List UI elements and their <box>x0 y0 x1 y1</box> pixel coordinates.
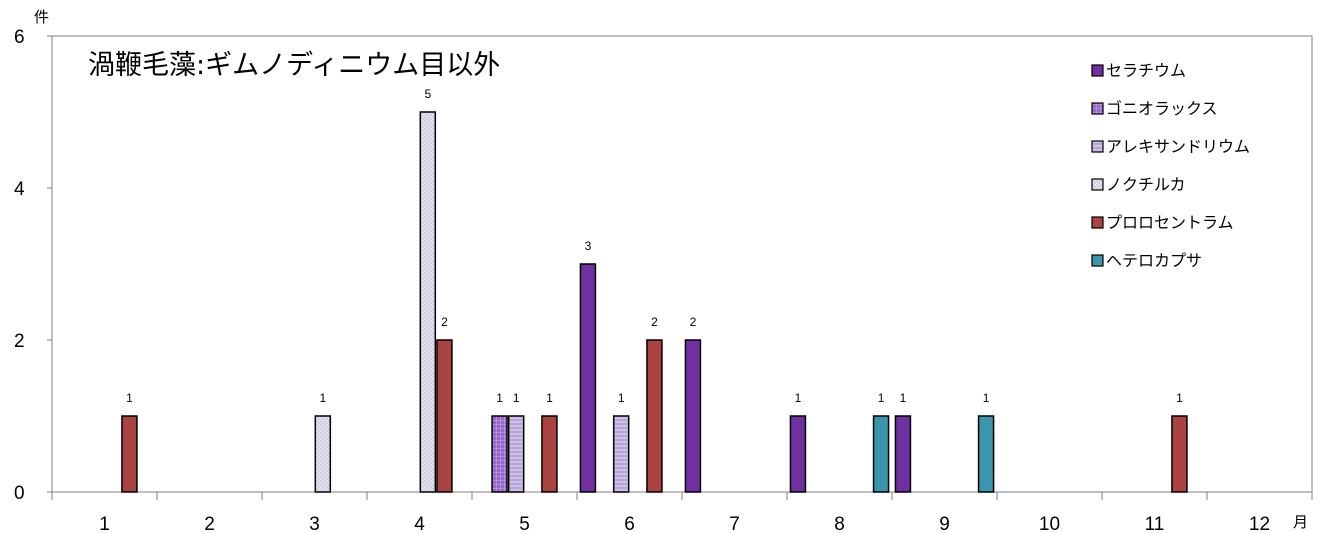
chart-title: 渦鞭毛藻:ギムノディニウム目以外 <box>88 50 500 81</box>
y-axis-unit: 件 <box>34 8 49 26</box>
data-label: 1 <box>546 391 553 405</box>
legend-swatch <box>1091 140 1104 153</box>
bar <box>491 415 508 493</box>
legend-label: セラチウム <box>1106 61 1186 80</box>
legend-swatch <box>1091 64 1104 77</box>
y-axis: 0 2 4 6 <box>14 27 52 504</box>
legend-swatch <box>1091 216 1104 229</box>
data-label: 1 <box>795 391 802 405</box>
y-tick-label: 6 <box>14 27 25 48</box>
x-tick-label: 1 <box>99 514 110 533</box>
x-tick-label: 2 <box>204 514 215 533</box>
x-tick-label: 10 <box>1039 514 1060 533</box>
bar <box>894 415 912 493</box>
x-tick-label: 7 <box>729 514 740 533</box>
x-tick-label: 9 <box>939 514 950 533</box>
legend-swatch <box>1091 178 1104 191</box>
y-tick-label: 2 <box>14 331 25 352</box>
y-tick-label: 4 <box>14 179 25 200</box>
data-label: 1 <box>496 391 503 405</box>
bar <box>872 415 890 493</box>
data-label: 1 <box>983 391 990 405</box>
data-label: 1 <box>618 391 625 405</box>
x-tick-label: 3 <box>309 514 320 533</box>
bar <box>314 415 332 493</box>
bar <box>436 339 453 493</box>
legend-swatch <box>1091 102 1104 115</box>
data-label: 2 <box>441 315 448 329</box>
x-axis-unit: 月 <box>1293 513 1308 531</box>
data-label: 1 <box>126 391 133 405</box>
data-label: 5 <box>424 87 431 101</box>
data-label: 1 <box>513 391 520 405</box>
bar <box>507 415 525 493</box>
legend-label: ヘテロカプサ <box>1106 251 1202 270</box>
x-tick-label: 5 <box>519 514 530 533</box>
legend-label: プロロセントラム <box>1106 213 1234 232</box>
legend-swatch <box>1091 254 1104 267</box>
bar <box>541 415 558 493</box>
legend-label: ノクチルカ <box>1106 175 1186 194</box>
legend-label: アレキサンドリウム <box>1106 137 1250 156</box>
data-label: 1 <box>900 391 907 405</box>
data-label: 1 <box>1176 391 1183 405</box>
legend-label: ゴニオラックス <box>1106 99 1218 118</box>
bars <box>121 111 1188 493</box>
bar <box>419 111 437 493</box>
x-tick-label: 6 <box>624 514 635 533</box>
data-label: 3 <box>585 239 592 253</box>
data-label: 2 <box>651 315 658 329</box>
x-axis: 1 2 3 4 5 6 7 8 9 10 11 12 <box>51 492 1313 533</box>
x-tick-label: 12 <box>1249 514 1270 533</box>
x-tick-label: 4 <box>414 514 425 533</box>
bar <box>579 263 597 493</box>
bar <box>1171 415 1188 493</box>
data-label: 1 <box>319 391 326 405</box>
bar <box>789 415 807 493</box>
bar <box>646 339 663 493</box>
x-tick-label: 11 <box>1145 514 1165 533</box>
data-label: 1 <box>878 391 885 405</box>
bar <box>977 415 995 493</box>
bar <box>121 415 138 493</box>
x-tick-label: 8 <box>834 514 845 533</box>
y-tick-label: 0 <box>14 483 25 504</box>
bar <box>684 339 702 493</box>
data-label: 2 <box>690 315 697 329</box>
bar <box>612 415 630 493</box>
